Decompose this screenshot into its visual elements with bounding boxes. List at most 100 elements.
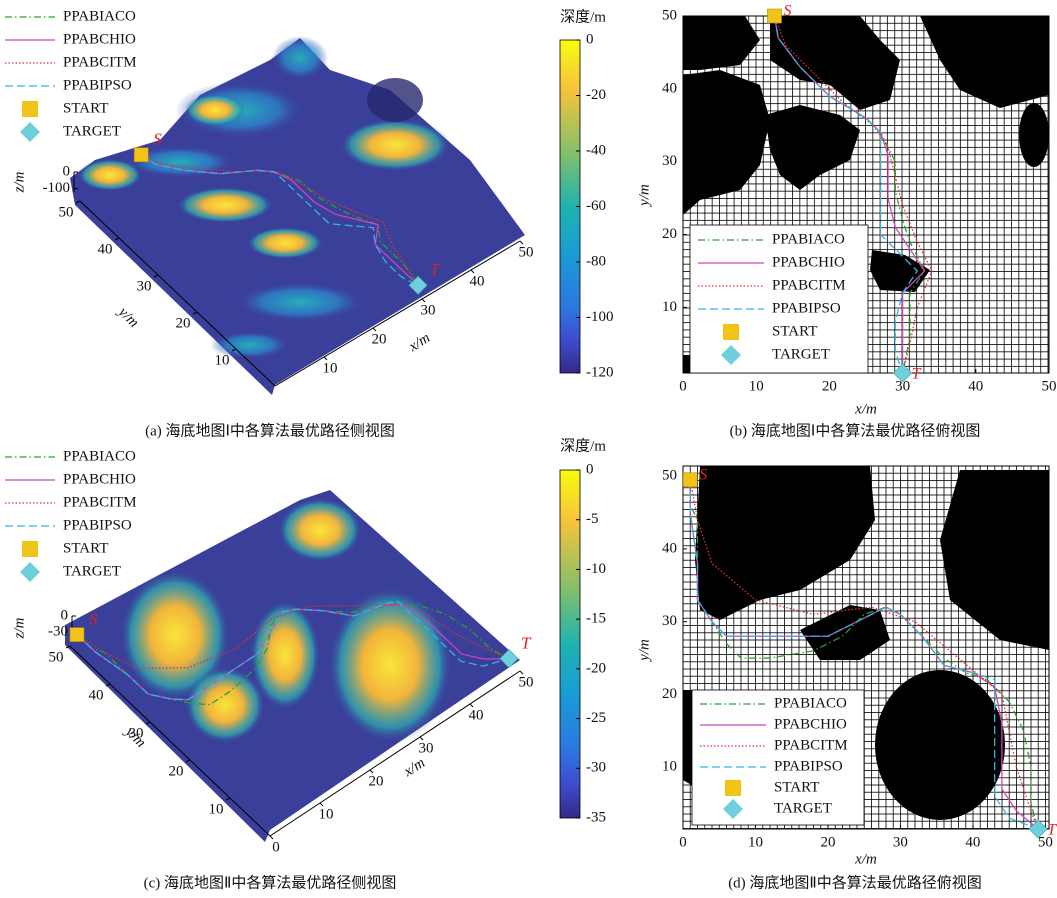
legend-label: START xyxy=(63,100,108,116)
y-tick xyxy=(114,237,120,241)
target-marker xyxy=(1028,819,1048,839)
x-tick-label: 40 xyxy=(968,378,983,394)
y-axis xyxy=(69,645,271,837)
y-tick-label: 40 xyxy=(98,241,113,257)
y-tick-label: 10 xyxy=(662,759,677,775)
caption: (d) 海底地图Ⅱ中各算法最优路径俯视图 xyxy=(728,873,982,891)
x-tick-label: 50 xyxy=(1042,378,1057,394)
x-tick-label: 0 xyxy=(679,834,687,850)
surface-c xyxy=(65,490,520,842)
start-marker xyxy=(133,147,149,163)
legend-label: PPABCITM xyxy=(63,494,137,510)
point-label: T xyxy=(430,260,441,279)
colorbar-tick-label: -120 xyxy=(586,364,614,380)
legend-label: PPABIPSO xyxy=(63,77,132,93)
caption: (b) 海底地图Ⅰ中各算法最优路径俯视图 xyxy=(730,421,981,439)
colorbar-tick-label: 0 xyxy=(586,31,594,47)
legend-label: PPABIACO xyxy=(774,695,847,711)
z-axis-label: z/m xyxy=(11,617,27,639)
legend-label: START xyxy=(63,540,108,556)
y-tick-label: 10 xyxy=(209,801,224,817)
colorbar-tick-label: -5 xyxy=(586,511,599,527)
z-tick-label: -100 xyxy=(43,180,71,196)
x-tick-label: 20 xyxy=(369,773,384,789)
y-tick-label: 20 xyxy=(662,686,677,702)
y-tick-label: 30 xyxy=(662,153,677,169)
legend-label: TARGET xyxy=(63,563,121,579)
y-tick-label: 40 xyxy=(662,80,677,96)
path-line xyxy=(689,479,1039,830)
legend-label: PPABCITM xyxy=(63,54,137,70)
y-tick xyxy=(225,797,231,801)
legend-box xyxy=(689,224,869,374)
x-tick-label: 50 xyxy=(1038,834,1053,850)
x-tick-label: 10 xyxy=(319,806,334,822)
y-tick-label: 30 xyxy=(662,613,677,629)
y-tick-label: 20 xyxy=(662,226,677,242)
x-tick-label: 40 xyxy=(965,834,980,850)
x-tick xyxy=(323,356,328,361)
legend-label: TARGET xyxy=(772,346,830,362)
colorbar-tick-label: -10 xyxy=(586,561,606,577)
colorbar-tick-label: -80 xyxy=(586,253,606,269)
y-tick-label: 40 xyxy=(662,540,677,556)
x-tick-label: 50 xyxy=(519,674,534,690)
legend-label: PPABIPSO xyxy=(63,517,132,533)
x-tick-label: 0 xyxy=(679,378,687,394)
legend-swatch xyxy=(723,324,739,340)
y-tick-label: 10 xyxy=(662,299,677,315)
point-label: T xyxy=(521,634,532,653)
x-tick-label: 40 xyxy=(469,707,484,723)
target-marker xyxy=(408,275,428,295)
y-tick xyxy=(185,759,191,763)
legend-swatch xyxy=(20,562,40,582)
point-label: S xyxy=(784,3,792,20)
legend-label: START xyxy=(772,323,817,339)
y-axis-label: y/m xyxy=(121,723,149,751)
colorbar-tick-label: -100 xyxy=(586,309,614,325)
plot-frame xyxy=(682,465,1050,830)
y-tick xyxy=(192,311,198,315)
x-tick xyxy=(421,298,426,303)
colorbar-tick-label: -20 xyxy=(586,660,606,676)
legend-label: PPABIPSO xyxy=(772,300,841,316)
colorbar-tick-label: -20 xyxy=(586,87,606,103)
y-tick-label: 20 xyxy=(169,763,184,779)
x-tick-label: 30 xyxy=(895,378,910,394)
x-axis-label: x/m xyxy=(854,401,877,417)
legend-swatch xyxy=(22,541,38,557)
legend-box xyxy=(691,689,865,826)
x-axis-label: x/m xyxy=(400,755,428,781)
x-tick xyxy=(470,269,475,274)
legend-label: PPABIPSO xyxy=(774,758,843,774)
x-tick-label: 30 xyxy=(419,740,434,756)
x-tick xyxy=(319,802,324,807)
colorbar-tick-label: -25 xyxy=(586,710,606,726)
x-tick-label: 30 xyxy=(893,834,908,850)
point-label: S xyxy=(89,610,98,629)
colorbar-tick-label: -40 xyxy=(586,142,606,158)
legend-swatch xyxy=(20,122,40,142)
caption: (a) 海底地图Ⅰ中各算法最优路径侧视图 xyxy=(145,421,395,439)
x-tick-label: 50 xyxy=(519,244,534,260)
legend-label: PPABCHIO xyxy=(772,254,845,270)
y-tick-label: 50 xyxy=(59,204,74,220)
start-marker xyxy=(767,8,782,24)
x-tick-label: 20 xyxy=(372,331,387,347)
colorbar xyxy=(559,469,581,819)
z-tick-label: -30 xyxy=(48,624,68,640)
x-axis xyxy=(274,240,521,387)
y-tick xyxy=(145,721,151,725)
x-axis-label: x/m xyxy=(854,851,877,867)
z-tick-label: 0 xyxy=(61,607,69,623)
colorbar-tick-label: -15 xyxy=(586,611,606,627)
point-label: S xyxy=(153,130,162,149)
colorbar-tick-label: 0 xyxy=(586,461,594,477)
caption: (c) 海底地图Ⅱ中各算法最优路径侧视图 xyxy=(144,873,397,891)
legend-swatch xyxy=(725,780,741,796)
x-tick-label: 40 xyxy=(470,273,485,289)
y-tick-label: 50 xyxy=(662,468,677,484)
path-line xyxy=(76,599,510,701)
path-line xyxy=(689,479,1039,830)
legend-label: PPABIACO xyxy=(63,448,136,464)
